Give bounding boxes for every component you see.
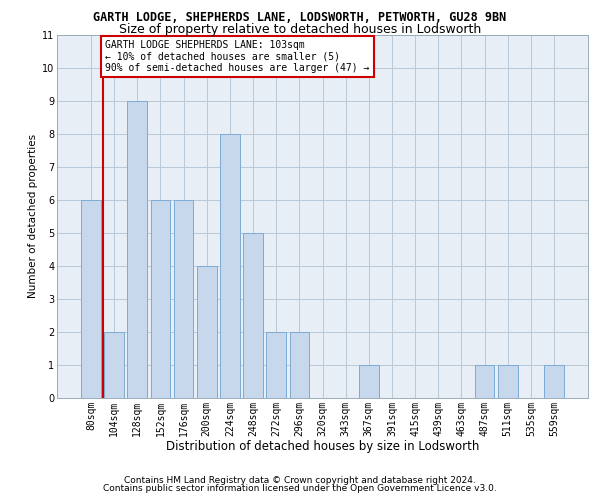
Bar [127, 101, 147, 398]
Bar [544, 364, 564, 398]
Text: GARTH LODGE, SHEPHERDS LANE, LODSWORTH, PETWORTH, GU28 9BN: GARTH LODGE, SHEPHERDS LANE, LODSWORTH, … [94, 11, 506, 24]
Text: Contains HM Land Registry data © Crown copyright and database right 2024.: Contains HM Land Registry data © Crown c… [124, 476, 476, 485]
Text: Contains public sector information licensed under the Open Government Licence v3: Contains public sector information licen… [103, 484, 497, 493]
Bar [290, 332, 309, 398]
Text: GARTH LODGE SHEPHERDS LANE: 103sqm
← 10% of detached houses are smaller (5)
90% : GARTH LODGE SHEPHERDS LANE: 103sqm ← 10%… [106, 40, 370, 73]
Bar [266, 332, 286, 398]
Bar [104, 332, 124, 398]
Y-axis label: Number of detached properties: Number of detached properties [28, 134, 38, 298]
X-axis label: Distribution of detached houses by size in Lodsworth: Distribution of detached houses by size … [166, 440, 479, 452]
Text: Size of property relative to detached houses in Lodsworth: Size of property relative to detached ho… [119, 22, 481, 36]
Bar [243, 232, 263, 398]
Bar [197, 266, 217, 398]
Bar [220, 134, 240, 398]
Bar [174, 200, 193, 398]
Bar [151, 200, 170, 398]
Bar [498, 364, 518, 398]
Bar [359, 364, 379, 398]
Bar [81, 200, 101, 398]
Bar [475, 364, 494, 398]
